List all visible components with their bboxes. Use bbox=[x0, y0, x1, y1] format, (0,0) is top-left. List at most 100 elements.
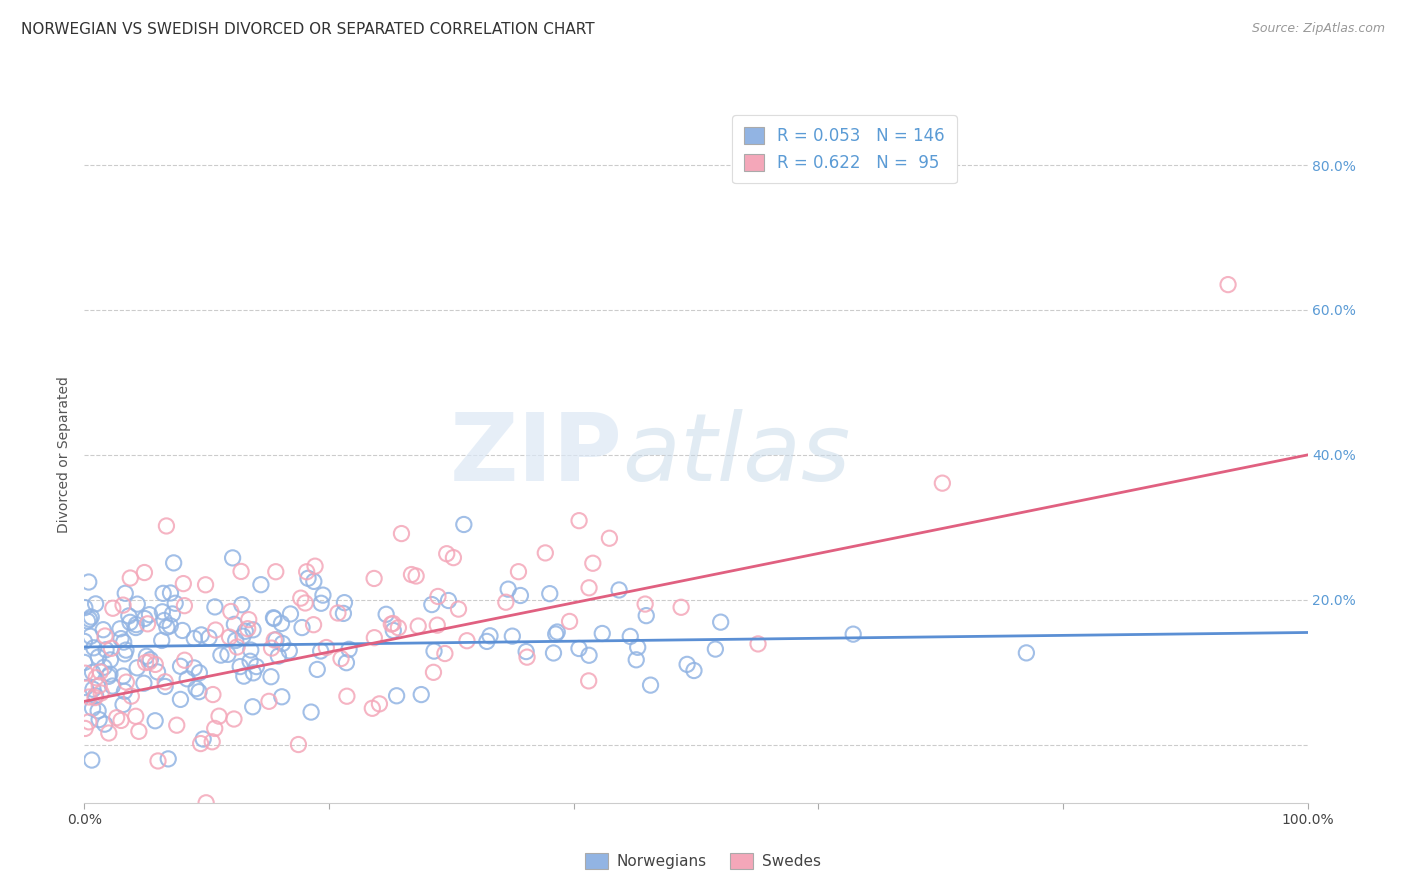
Point bbox=[543, 646, 565, 660]
Point bbox=[79, 612, 101, 626]
Point bbox=[260, 670, 283, 684]
Text: atlas: atlas bbox=[623, 409, 851, 500]
Point bbox=[135, 656, 157, 670]
Point bbox=[87, 713, 110, 727]
Point bbox=[382, 624, 405, 638]
Point bbox=[162, 607, 184, 621]
Point bbox=[242, 623, 264, 637]
Point bbox=[135, 649, 157, 664]
Point bbox=[138, 655, 160, 669]
Point bbox=[257, 694, 280, 708]
Point bbox=[382, 616, 405, 631]
Point bbox=[77, 575, 100, 590]
Point bbox=[250, 577, 273, 591]
Point bbox=[97, 669, 120, 683]
Point bbox=[636, 608, 658, 623]
Point bbox=[263, 611, 285, 625]
Point bbox=[218, 630, 240, 644]
Point bbox=[204, 722, 226, 736]
Point bbox=[186, 681, 208, 696]
Point bbox=[90, 686, 112, 700]
Point bbox=[134, 611, 156, 625]
Point bbox=[134, 566, 156, 580]
Point bbox=[387, 621, 409, 635]
Point bbox=[229, 659, 252, 673]
Point bbox=[155, 519, 177, 533]
Point bbox=[153, 674, 176, 689]
Point bbox=[309, 596, 332, 610]
Point bbox=[221, 550, 243, 565]
Point bbox=[112, 598, 135, 612]
Point bbox=[114, 586, 136, 600]
Point bbox=[426, 618, 449, 632]
Point bbox=[84, 690, 107, 705]
Point bbox=[204, 623, 226, 637]
Point bbox=[1216, 277, 1239, 292]
Point bbox=[295, 565, 318, 579]
Point bbox=[591, 626, 613, 640]
Point bbox=[190, 737, 212, 751]
Point bbox=[335, 656, 357, 670]
Point bbox=[478, 629, 501, 643]
Point bbox=[422, 665, 444, 680]
Point bbox=[110, 714, 132, 728]
Point bbox=[475, 634, 498, 648]
Text: Source: ZipAtlas.com: Source: ZipAtlas.com bbox=[1251, 22, 1385, 36]
Point bbox=[423, 644, 446, 658]
Point bbox=[111, 698, 134, 712]
Point bbox=[136, 616, 159, 631]
Point bbox=[94, 629, 117, 643]
Point bbox=[271, 636, 294, 650]
Point bbox=[87, 704, 110, 718]
Point bbox=[201, 688, 224, 702]
Point bbox=[1015, 646, 1038, 660]
Point bbox=[302, 617, 325, 632]
Point bbox=[363, 572, 385, 586]
Point bbox=[607, 582, 630, 597]
Point bbox=[578, 673, 600, 688]
Point bbox=[172, 576, 194, 591]
Point bbox=[152, 586, 174, 600]
Point bbox=[437, 593, 460, 607]
Point bbox=[264, 632, 287, 647]
Point bbox=[73, 656, 96, 670]
Point bbox=[100, 641, 122, 656]
Point bbox=[166, 718, 188, 732]
Point bbox=[125, 617, 148, 632]
Point bbox=[406, 619, 429, 633]
Point bbox=[93, 717, 115, 731]
Point bbox=[204, 599, 226, 614]
Point bbox=[132, 676, 155, 690]
Point bbox=[190, 628, 212, 642]
Point bbox=[260, 641, 283, 656]
Point bbox=[157, 752, 180, 766]
Point bbox=[375, 607, 398, 622]
Point bbox=[669, 600, 692, 615]
Point bbox=[195, 796, 218, 810]
Point bbox=[598, 531, 620, 545]
Point bbox=[89, 679, 111, 693]
Point bbox=[627, 640, 650, 655]
Point bbox=[299, 705, 322, 719]
Point bbox=[105, 711, 128, 725]
Point bbox=[193, 732, 215, 747]
Point bbox=[159, 586, 181, 600]
Point bbox=[546, 625, 568, 640]
Point bbox=[538, 587, 561, 601]
Point bbox=[441, 550, 464, 565]
Point bbox=[173, 653, 195, 667]
Point bbox=[93, 660, 115, 674]
Text: ZIP: ZIP bbox=[450, 409, 623, 501]
Point bbox=[138, 607, 160, 622]
Point bbox=[80, 610, 103, 624]
Point bbox=[291, 621, 314, 635]
Point bbox=[231, 598, 253, 612]
Point bbox=[315, 640, 337, 655]
Point bbox=[163, 556, 186, 570]
Point bbox=[125, 621, 148, 635]
Point bbox=[84, 671, 107, 685]
Point bbox=[640, 678, 662, 692]
Point bbox=[82, 701, 104, 715]
Point bbox=[368, 697, 391, 711]
Point bbox=[704, 642, 727, 657]
